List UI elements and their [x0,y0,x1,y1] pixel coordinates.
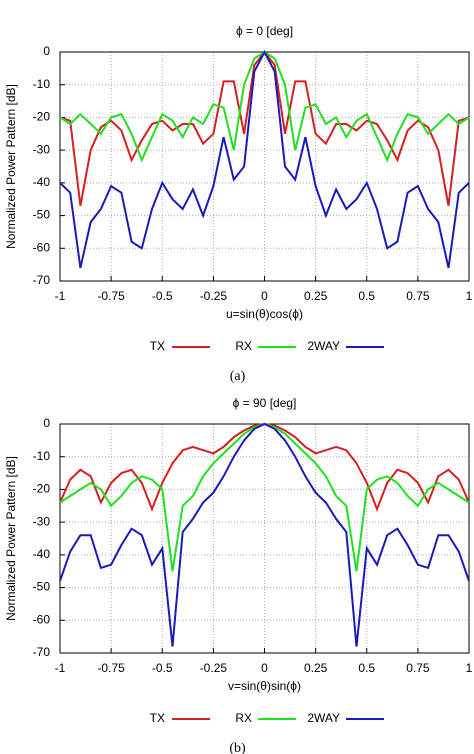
series-line [59,49,470,269]
y-axis-label: Normalized Power Pattern [dB] [4,84,18,249]
y-tick-label: -30 [33,142,51,156]
y-tick-label: -50 [33,580,51,594]
x-tick-label: -0.25 [200,289,228,303]
y-axis-label: Normalized Power Pattern [dB] [4,456,18,621]
series-line [59,422,470,572]
legend-label: 2WAY [307,711,340,725]
y-tick-label: -70 [33,645,51,659]
x-axis-label: u=sin(θ)cos(ϕ) [226,307,303,321]
legend-label: RX [235,339,252,353]
x-tick-label: 0.5 [358,289,375,303]
x-tick-label: -0.75 [97,289,125,303]
x-tick-label: -0.75 [97,661,125,675]
chart-title: ϕ = 90 [deg] [233,396,297,410]
x-tick-label: 0.5 [358,661,375,675]
chart-title: ϕ = 0 [deg] [236,24,293,38]
x-axis-label: v=sin(θ)sin(ϕ) [228,679,301,693]
y-tick-label: -40 [33,175,51,189]
legend-label: RX [235,711,252,725]
x-tick-label: -0.5 [152,289,173,303]
x-tick-label: -0.25 [200,661,228,675]
y-tick-label: -40 [33,547,51,561]
x-tick-label: -1 [55,661,66,675]
y-tick-label: -20 [33,110,51,124]
series-line [59,422,470,647]
y-tick-label: -10 [33,77,51,91]
x-tick-label: -1 [55,289,66,303]
y-tick-label: -60 [33,612,51,626]
y-tick-label: -50 [33,208,51,222]
legend-label: TX [150,339,165,353]
y-tick-label: -20 [33,482,51,496]
y-tick-label: 0 [43,44,50,58]
y-tick-label: 0 [43,416,50,430]
x-tick-label: 1 [466,289,473,303]
x-tick-label: 0 [261,289,268,303]
x-tick-label: 0.75 [406,661,430,675]
legend-label: TX [150,711,165,725]
x-tick-label: 0.25 [304,289,328,303]
y-tick-label: -10 [33,449,51,463]
x-tick-label: 1 [466,661,473,675]
y-tick-label: -30 [33,514,51,528]
y-tick-label: -70 [33,273,51,287]
x-tick-label: 0.75 [406,289,430,303]
y-tick-label: -60 [33,240,51,254]
caption: (b) [229,741,246,754]
legend-label: 2WAY [307,339,340,353]
x-tick-label: -0.5 [152,661,173,675]
caption: (a) [230,369,246,384]
x-tick-label: 0.25 [304,661,328,675]
x-tick-label: 0 [261,661,268,675]
